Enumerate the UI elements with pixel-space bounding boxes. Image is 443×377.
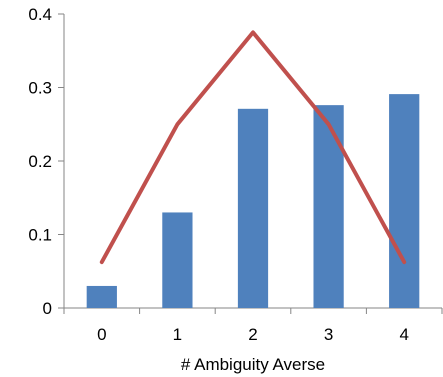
x-tick-label-4: 4: [399, 325, 408, 344]
bar-3: [313, 105, 344, 308]
x-tick-label-2: 2: [248, 325, 257, 344]
x-tick-label-0: 0: [97, 325, 106, 344]
x-axis: 0 1 2 3 4 # Ambiguity Averse: [63, 307, 443, 374]
x-axis-tick-labels: 0 1 2 3 4: [97, 325, 409, 344]
y-axis: 0 0.1 0.2 0.3 0.4: [28, 5, 65, 318]
y-tick-label-4: 0.4: [28, 5, 52, 24]
bar-0: [86, 285, 117, 308]
y-tick-label-0: 0: [43, 299, 52, 318]
y-axis-tick-labels: 0 0.1 0.2 0.3 0.4: [28, 5, 52, 318]
x-tick-label-3: 3: [324, 325, 333, 344]
bar-4: [389, 94, 420, 309]
x-axis-ticks: [63, 308, 443, 314]
y-tick-label-3: 0.3: [28, 79, 52, 98]
bar-2: [237, 108, 269, 308]
y-tick-label-2: 0.2: [28, 152, 52, 171]
bar-1: [162, 212, 193, 308]
line-path: [99, 30, 407, 265]
line-series: [99, 30, 407, 265]
y-tick-label-1: 0.1: [28, 226, 52, 245]
x-tick-label-1: 1: [173, 325, 182, 344]
x-axis-title: # Ambiguity Averse: [181, 355, 325, 374]
y-axis-ticks: [58, 13, 64, 309]
